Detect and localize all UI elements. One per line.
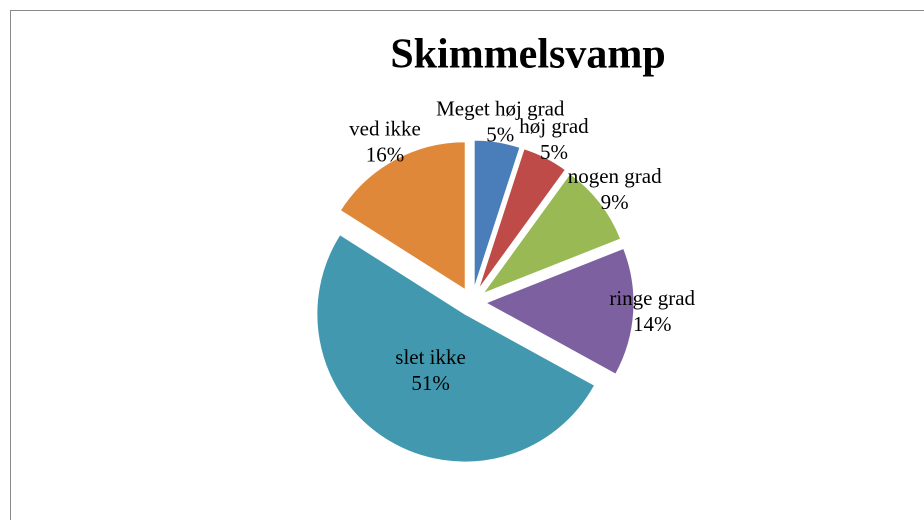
slice-value-label: 14% [633,312,672,336]
slice-value-label: 9% [601,190,629,214]
slice-label: slet ikke [395,345,466,369]
pie-slice [477,148,567,290]
pie-slice [481,172,622,295]
pie-slice [484,247,635,375]
slice-value-label: 5% [486,122,514,146]
chart-title: Skimmelsvamp [390,32,665,78]
pie-slice [339,141,466,291]
slice-label: ringe grad [609,286,695,310]
slice-label: nogen grad [568,164,662,188]
slice-label: høj grad [519,114,589,138]
slice-label: ved ikke [349,117,421,141]
slice-value-label: 16% [366,143,405,167]
pie-slice [473,139,521,289]
pie-slice [316,234,596,463]
slice-value-label: 51% [411,371,450,395]
slice-value-label: 5% [540,140,568,164]
slice-label: Meget høj grad [436,96,565,120]
